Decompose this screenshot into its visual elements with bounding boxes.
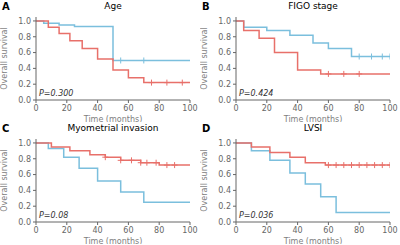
svg-text:80: 80 (154, 226, 164, 235)
svg-text:0.8: 0.8 (18, 155, 31, 164)
svg-text:20: 20 (262, 104, 272, 113)
svg-text:80: 80 (154, 104, 164, 113)
html-text:C: C (2, 123, 10, 134)
svg-text:0.4: 0.4 (18, 186, 31, 195)
html-text:LVSI: LVSI (303, 123, 323, 133)
svg-text:0.6: 0.6 (218, 48, 231, 57)
svg-text:100: 100 (382, 104, 392, 113)
svg-text:40: 40 (93, 104, 103, 113)
html-text:P=0.424: P=0.424 (239, 89, 274, 98)
html-text:P=0.300: P=0.300 (39, 89, 74, 98)
svg-text:0.0: 0.0 (218, 96, 231, 105)
svg-text:0.8: 0.8 (218, 33, 231, 42)
svg-text:0.0: 0.0 (18, 96, 31, 105)
svg-text:80: 80 (354, 104, 364, 113)
svg-text:Overall survival: Overall survival (200, 149, 209, 211)
svg-text:Time (months): Time (months) (283, 237, 343, 244)
svg-text:60: 60 (123, 226, 133, 235)
svg-text:60: 60 (123, 104, 133, 113)
svg-text:0: 0 (233, 226, 238, 235)
svg-text:60: 60 (323, 226, 333, 235)
html-text:Myometrial invasion: Myometrial invasion (67, 123, 159, 133)
svg-text:Overall survival: Overall survival (8, 27, 9, 89)
svg-text:0.2: 0.2 (218, 202, 231, 211)
svg-text:0.6: 0.6 (18, 48, 31, 57)
svg-text:0.4: 0.4 (218, 64, 231, 73)
svg-text:40: 40 (293, 104, 303, 113)
svg-text:80: 80 (354, 226, 364, 235)
svg-text:Time (months): Time (months) (83, 237, 143, 244)
svg-text:0: 0 (33, 226, 38, 235)
svg-text:100: 100 (382, 226, 392, 235)
svg-text:Overall survival: Overall survival (8, 149, 9, 211)
html-text:B: B (202, 1, 210, 12)
svg-text:1.0: 1.0 (218, 139, 231, 148)
svg-text:1.0: 1.0 (18, 17, 31, 26)
svg-text:0.4: 0.4 (18, 64, 31, 73)
svg-text:0.0: 0.0 (218, 218, 231, 227)
svg-text:0.2: 0.2 (218, 80, 231, 89)
svg-text:20: 20 (62, 226, 72, 235)
svg-text:0.6: 0.6 (218, 170, 231, 179)
svg-text:100: 100 (182, 226, 197, 235)
html-text:D: D (202, 123, 211, 134)
svg-text:40: 40 (293, 226, 303, 235)
svg-text:Time (months): Time (months) (283, 115, 343, 122)
svg-text:0.2: 0.2 (18, 202, 31, 211)
html-text:P=0.08: P=0.08 (39, 211, 69, 220)
html-text:FIGO stage: FIGO stage (288, 1, 338, 11)
svg-text:0.8: 0.8 (218, 155, 231, 164)
svg-text:0.0: 0.0 (18, 218, 31, 227)
svg-text:0.8: 0.8 (18, 33, 31, 42)
svg-text:1.0: 1.0 (18, 139, 31, 148)
svg-text:0: 0 (233, 104, 238, 113)
html-text:P=0.036: P=0.036 (239, 211, 274, 220)
svg-text:0: 0 (33, 104, 38, 113)
svg-text:40: 40 (93, 226, 103, 235)
svg-text:1.0: 1.0 (218, 17, 231, 26)
svg-text:0.6: 0.6 (18, 170, 31, 179)
svg-text:20: 20 (262, 226, 272, 235)
svg-text:0.4: 0.4 (218, 186, 231, 195)
svg-text:100: 100 (182, 104, 197, 113)
html-text:A: A (2, 1, 10, 12)
svg-text:60: 60 (323, 104, 333, 113)
svg-text:Overall survival: Overall survival (200, 27, 209, 89)
svg-text:20: 20 (62, 104, 72, 113)
html-text:Age: Age (104, 1, 122, 11)
svg-text:0.2: 0.2 (18, 80, 31, 89)
svg-text:Time (months): Time (months) (83, 115, 143, 122)
